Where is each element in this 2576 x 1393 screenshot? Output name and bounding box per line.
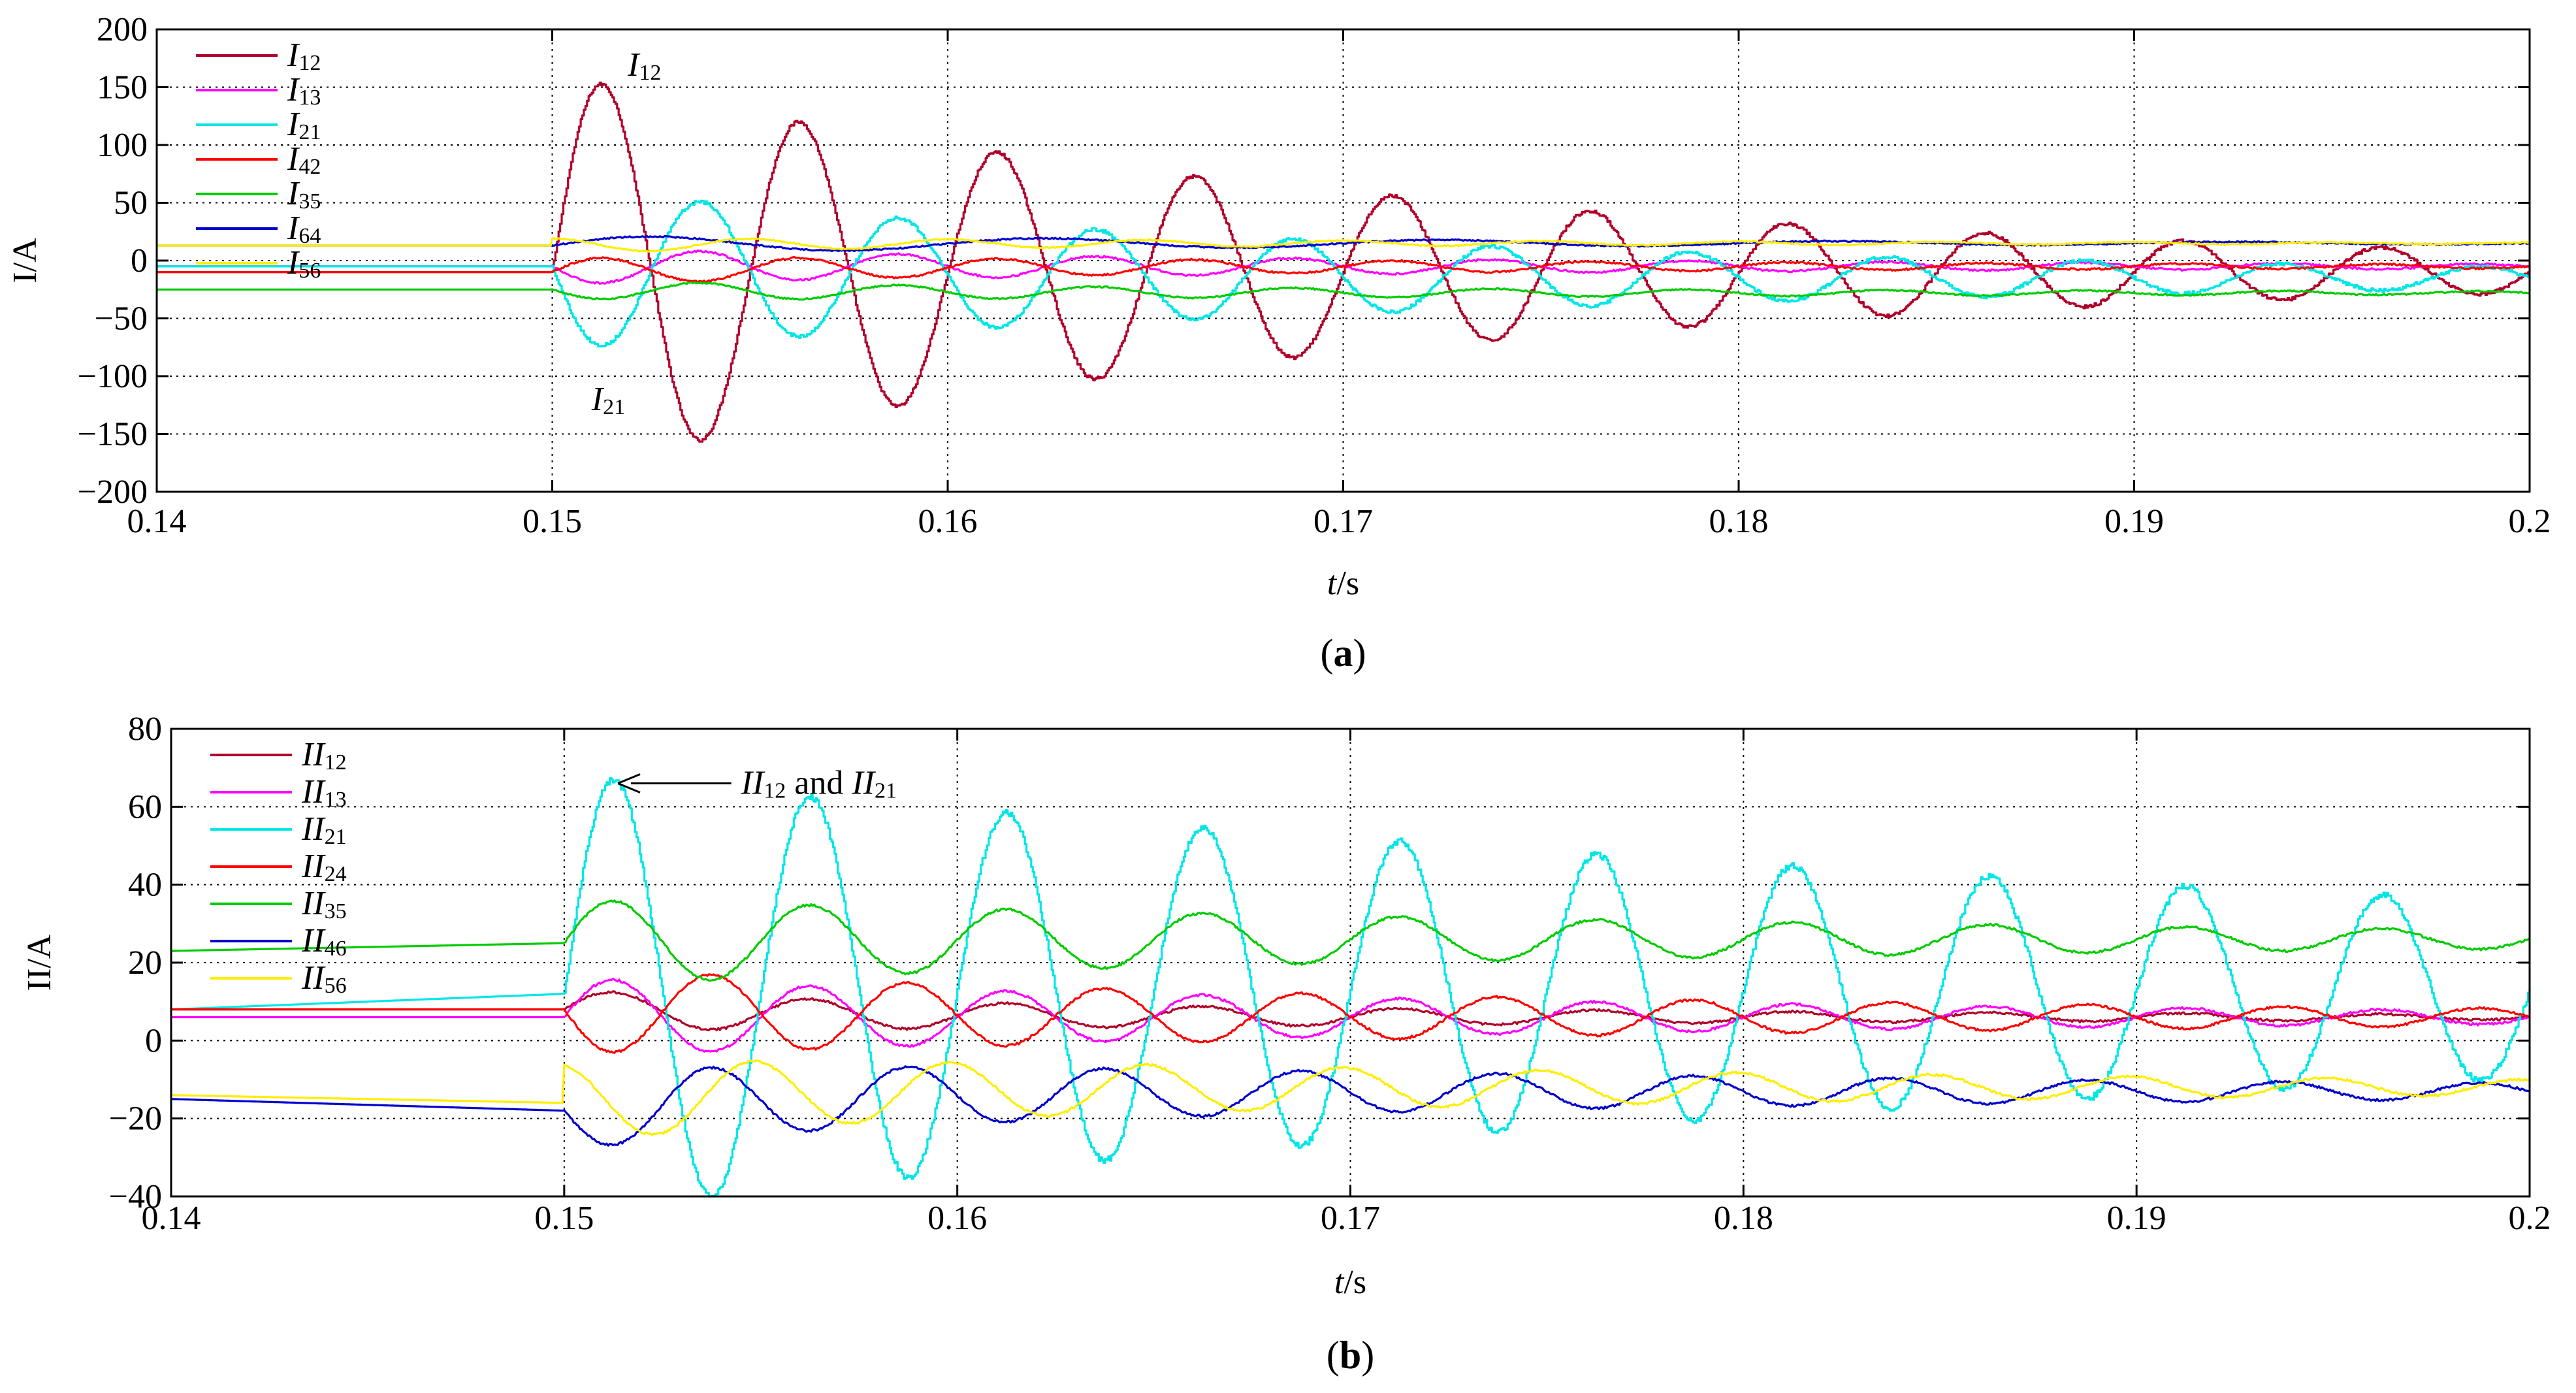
y-tick-label: 50 [114,185,148,222]
series-line-I56 [157,237,2530,253]
x-tick-label: 0.19 [2107,1200,2166,1237]
panel-caption-b: (b) [1327,1334,1374,1377]
series-line-II24 [171,973,2530,1054]
series-line-II21 [171,777,2531,1198]
legend-label-II21: II21 [301,810,347,849]
legend-label-II35: II35 [301,885,347,923]
y-tick-label: 40 [128,867,162,904]
annotation-label-i12: I12 [627,46,661,85]
grid-b [171,729,2530,1196]
y-tick-label: 100 [97,127,148,164]
y-tick-label: 20 [128,944,162,982]
series-line-II35 [171,899,2531,982]
y-tick-label: −150 [78,416,148,453]
legend-label-II13: II13 [301,773,347,812]
y-tick-label: −200 [78,473,148,511]
legend-label-I12: I12 [287,37,321,75]
x-tick-label: 0.14 [142,1200,201,1237]
legend-label-II56: II56 [301,959,347,998]
annotation-arrow-head [617,773,641,793]
y-tick-label: 0 [131,242,148,280]
x-tick-label: 0.19 [2104,503,2164,540]
x-axis-label: t/s [1327,565,1359,602]
series-line-I21 [157,199,2531,347]
y-axis-label: II/A [21,934,58,991]
y-tick-label: −20 [109,1100,162,1138]
y-axis-label: I/A [7,238,44,283]
legend-label-II24: II24 [301,848,347,886]
legend-label-I56: I56 [287,244,321,283]
x-tick-label: 0.18 [1709,503,1769,540]
x-tick-label: 0.2 [2509,503,2551,540]
legend-label-I35: I35 [287,175,321,214]
legend-label-I13: I13 [287,71,321,110]
grid-a [157,29,2530,492]
y-tick-label: 80 [128,711,162,748]
legend-label-I64: I64 [287,210,321,248]
series-line-I42 [157,256,2530,284]
y-tick-label: 0 [145,1022,162,1059]
series-line-II46 [170,1065,2530,1147]
x-tick-label: 0.2 [2509,1200,2551,1237]
x-tick-label: 0.17 [1321,1200,1380,1237]
series-line-I35 [157,281,2530,301]
series-line-II56 [171,1059,2530,1136]
x-tick-label: 0.16 [918,503,978,540]
series-line-I12 [157,81,2531,443]
legend-label-I42: I42 [287,140,321,179]
y-tick-label: 150 [97,69,148,106]
x-tick-label: 0.17 [1313,503,1373,540]
panel-caption-a: (a) [1321,632,1366,675]
x-tick-label: 0.16 [927,1200,987,1237]
y-tick-label: −100 [78,358,148,395]
panel-b: 0.14 0.15 0.16 0.17 0.18 0.19 0.2 −40 −20 0 20 40 60… [21,711,2551,1377]
x-tick-label: 0.15 [523,503,582,540]
legend-label-I21: I21 [287,106,321,144]
x-tick-label: 0.18 [1714,1200,1773,1237]
x-tick-label: 0.15 [534,1200,594,1237]
x-tick-label: 0.14 [127,503,187,540]
annotation-label-ii12-ii21: II12 and II21 [741,765,897,803]
annotation-label-i21: I21 [591,381,625,419]
legend-label-II46: II46 [301,922,347,961]
y-tick-label: −40 [109,1178,162,1215]
legend-label-II12: II12 [301,736,347,775]
y-tick-label: 200 [97,11,148,48]
x-axis-label: t/s [1334,1264,1366,1301]
y-tick-label: −50 [95,300,148,338]
panel-a: 0.14 0.15 0.16 0.17 0.18 0.19 0.2 −200 −150 −100 −… [7,11,2551,675]
y-tick-label: 60 [128,788,162,825]
